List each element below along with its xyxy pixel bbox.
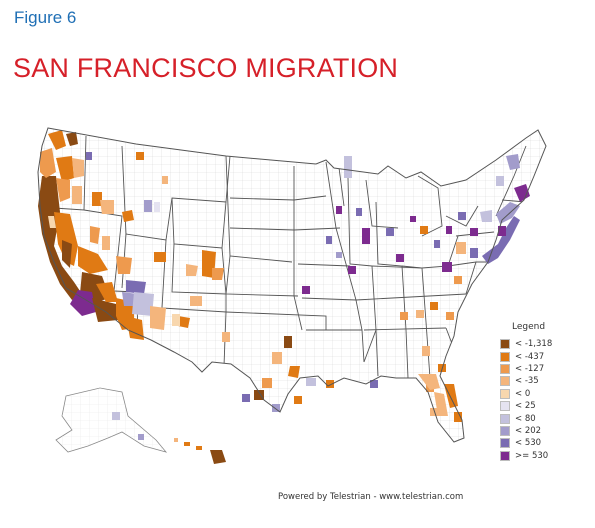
- credit-text: Powered by Telestrian - www.telestrian.c…: [278, 492, 464, 502]
- figure-title: SAN FRANCISCO MIGRATION: [13, 53, 399, 83]
- us-county-migration-map: [26, 116, 586, 516]
- map-legend: Legend < -1,318 < -437 < -127 < -35 < 0 < 25 <…: [500, 322, 580, 462]
- legend-swatch: [500, 388, 510, 399]
- legend-swatch: [500, 450, 510, 461]
- legend-item: >= 530: [500, 450, 580, 462]
- legend-item: < -437: [500, 350, 580, 362]
- west-coast-shading: [38, 130, 146, 340]
- legend-label: < 530: [515, 438, 542, 449]
- florida-shading: [418, 374, 448, 416]
- legend-label: < -127: [515, 363, 545, 374]
- legend-label: < 80: [515, 413, 536, 424]
- legend-item: < 0: [500, 388, 580, 400]
- legend-swatch: [500, 425, 510, 436]
- legend-item: < -35: [500, 375, 580, 387]
- legend-swatch: [500, 339, 510, 350]
- legend-label: < -35: [515, 376, 539, 387]
- legend-swatch: [500, 401, 510, 412]
- legend-item: < 80: [500, 412, 580, 424]
- legend-label: < 202: [515, 425, 542, 436]
- legend-item: < 530: [500, 437, 580, 449]
- legend-label: < 0: [515, 388, 531, 399]
- legend-item: < 25: [500, 400, 580, 412]
- legend-swatch: [500, 413, 510, 424]
- legend-swatch: [500, 376, 510, 387]
- legend-swatch: [500, 363, 510, 374]
- legend-label: < -1,318: [515, 339, 553, 350]
- legend-rows: < -1,318 < -437 < -127 < -35 < 0 < 25 < 80 < 20…: [500, 338, 580, 462]
- alaska: [55, 387, 168, 453]
- hawaii: [174, 438, 226, 464]
- legend-title: Legend: [512, 322, 546, 332]
- legend-label: >= 530: [515, 450, 549, 461]
- interior-west-shading: [86, 152, 224, 330]
- legend-item: < -1,318: [500, 338, 580, 350]
- legend-item: < 202: [500, 425, 580, 437]
- legend-swatch: [500, 351, 510, 362]
- state-borders: [53, 135, 527, 379]
- legend-label: < -437: [515, 351, 545, 362]
- map-svg: [37, 127, 547, 464]
- figure-label: Figure 6: [14, 8, 77, 27]
- legend-swatch: [500, 438, 510, 449]
- legend-label: < 25: [515, 401, 536, 412]
- legend-item: < -127: [500, 363, 580, 375]
